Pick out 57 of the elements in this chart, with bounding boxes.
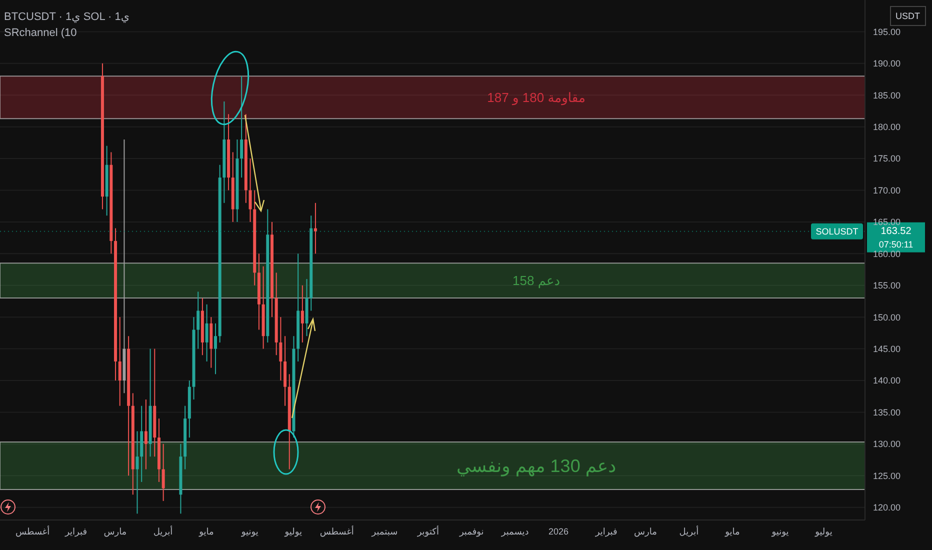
ref-line-label: SOLUSDT [816, 226, 859, 236]
candlestick [300, 284, 304, 343]
candlestick [248, 158, 252, 222]
x-tick-label: أبريل [679, 525, 699, 538]
y-tick-label: 130.00 [873, 439, 901, 450]
x-tick-label: يوليو [814, 526, 833, 538]
x-tick-label: مايو [198, 526, 214, 538]
x-tick-label: أكتوبر [416, 525, 439, 538]
x-tick-label: أغسطس [320, 525, 354, 538]
x-tick-label: سبتمبر [370, 526, 398, 538]
x-tick-label: ديسمبر [500, 526, 529, 538]
y-tick-label: 150.00 [873, 312, 901, 322]
x-tick-label: مارس [104, 526, 127, 538]
x-tick-label: يوليو [284, 526, 303, 538]
candlestick [214, 322, 217, 375]
candlestick [162, 443, 165, 502]
text: BTCUSDT · 1ي SOL · 1ي [4, 10, 130, 23]
x-tick-label: فبراير [594, 526, 618, 538]
text: 163.52 [880, 226, 912, 237]
y-tick-label: 155.00 [873, 280, 901, 291]
candlestick [118, 316, 122, 406]
y-tick-label: 175.00 [873, 154, 901, 164]
y-tick-label: 185.00 [873, 90, 901, 100]
x-tick-label: أبريل [153, 525, 173, 538]
y-tick-label: 125.00 [873, 470, 901, 481]
candlestick [136, 430, 139, 514]
candlestick [314, 202, 317, 254]
candlestick [144, 399, 148, 470]
y-axis-title: USDT [890, 6, 926, 26]
y-tick-label: 145.00 [873, 344, 901, 354]
band-label: مقاومة 180 و 187 [487, 90, 586, 106]
x-tick-label: يونيو [770, 526, 790, 538]
x-tick-label: مايو [724, 526, 740, 538]
x-tick-label: نوفمبر [458, 526, 484, 538]
y-tick-label: 165.00 [873, 217, 901, 228]
candlestick [196, 291, 200, 350]
x-tick-label: 2026 [548, 526, 569, 536]
candlestick [122, 139, 126, 394]
y-tick-label: 195.00 [873, 26, 901, 37]
y-tick-label: 120.00 [873, 502, 901, 513]
y-tick-label: 140.00 [873, 376, 901, 386]
candlestick [279, 316, 282, 381]
x-tick-label: يونيو [240, 526, 259, 538]
candlestick [240, 76, 244, 178]
y-tick-label: 170.00 [873, 185, 901, 196]
x-tick-label: أغسطس [16, 525, 50, 538]
text: 07:50:11 [878, 239, 914, 250]
band-label: دعم 130 مهم ونفسي [456, 456, 616, 477]
x-tick-label: فبراير [64, 526, 88, 538]
y-tick-label: 160.00 [873, 248, 901, 259]
band-label: دعم 158 [512, 273, 560, 290]
x-tick-label: مارس [634, 526, 658, 538]
text: SRchannel (10 [4, 27, 77, 39]
candlestick [205, 304, 208, 362]
y-tick-label: 135.00 [873, 407, 901, 418]
y-tick-label: 190.00 [873, 58, 901, 69]
y-tick-label: 180.00 [873, 122, 901, 132]
